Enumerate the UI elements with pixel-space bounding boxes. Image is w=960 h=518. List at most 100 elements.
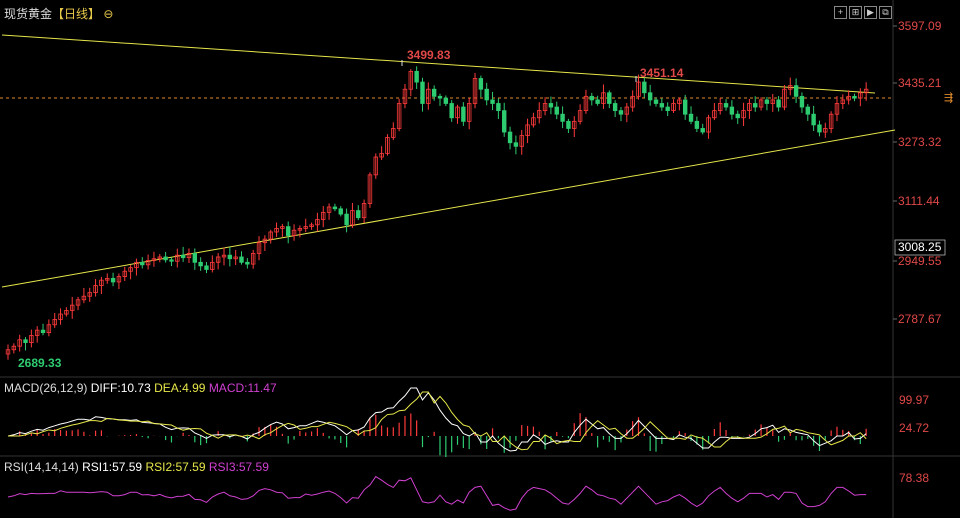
candle-body: [823, 128, 828, 133]
candle-body: [186, 252, 192, 259]
candle-body: [758, 99, 764, 108]
candle-body: [770, 99, 775, 104]
candle-body: [81, 295, 87, 301]
candle-body: [426, 88, 431, 104]
candle-body: [828, 113, 834, 129]
candle-body: [449, 103, 454, 119]
candle-body: [799, 95, 805, 108]
fullscreen-button[interactable]: ⧉: [879, 6, 892, 19]
candle-body: [729, 106, 735, 115]
lower-trendline: [1, 129, 896, 288]
rsi-title: RSI(14,14,14): [4, 460, 79, 474]
candle-body: [484, 88, 489, 101]
candle-body: [145, 260, 151, 266]
candle-body: [180, 254, 186, 259]
add-button[interactable]: +: [834, 6, 847, 19]
candle-body: [256, 242, 262, 254]
candle-body: [542, 103, 548, 112]
candle-body: [280, 226, 285, 229]
expand-button[interactable]: ⊞: [849, 6, 862, 19]
candle-body: [455, 106, 460, 119]
candle-body: [554, 106, 559, 115]
candle-body: [297, 228, 303, 231]
candle-body: [560, 113, 565, 122]
candle-body: [858, 92, 863, 99]
candle-body: [350, 210, 355, 226]
macd-legend: MACD(26,12,9) DIFF:10.73 DEA:4.99 MACD:1…: [4, 381, 277, 395]
candle-body: [647, 92, 653, 101]
candle-body: [116, 276, 122, 283]
candle-body: [151, 258, 157, 261]
candle-body: [496, 103, 501, 112]
price-tick-label: 3008.25: [898, 240, 942, 254]
candle-body: [233, 256, 238, 260]
candle-body: [52, 319, 57, 326]
candle-body: [356, 210, 361, 219]
candle-body: [93, 285, 98, 294]
candle-body: [601, 92, 606, 104]
candle-body: [268, 231, 273, 240]
high-label: 3499.83: [407, 48, 451, 62]
price-tick-label: 3111.44: [898, 194, 940, 208]
candle-body: [420, 81, 425, 104]
zoom-out-icon[interactable]: ⊖: [103, 7, 114, 21]
candle-body: [443, 97, 449, 104]
price-arrow-icon: ⇶: [944, 92, 953, 104]
candle-body: [723, 103, 729, 108]
candle-body: [618, 110, 624, 115]
candle-body: [525, 124, 530, 137]
candle-body: [513, 142, 519, 147]
low-label: 2689.33: [18, 356, 62, 370]
candle-body: [840, 99, 846, 104]
candle-body: [490, 99, 495, 104]
candle-body: [286, 226, 291, 236]
candle-body: [764, 99, 770, 104]
current-price-box: [894, 239, 946, 256]
candle-body: [361, 203, 367, 219]
candle-body: [566, 120, 571, 129]
candle-body: [23, 339, 28, 344]
candle-body: [624, 106, 630, 115]
candle-body: [466, 103, 472, 122]
candle-body: [70, 304, 75, 311]
candle-body: [344, 213, 349, 226]
candle-body: [221, 254, 227, 258]
candle-body: [431, 88, 437, 97]
candle-body: [630, 95, 635, 108]
candle-body: [110, 277, 116, 283]
candle-body: [373, 156, 378, 176]
candle-body: [157, 256, 162, 260]
candle-body: [507, 131, 513, 144]
candle-body: [700, 128, 705, 133]
rsi-panel: 78.38: [7, 471, 929, 511]
candle-body: [309, 224, 314, 228]
candle-body: [34, 329, 40, 336]
macd-panel: 99.97 24.72: [7, 387, 929, 457]
upper-trendline: [1, 34, 876, 94]
candle-body: [653, 99, 659, 104]
price-tick-label: 3597.09: [898, 19, 942, 33]
macd-tick-label: 99.97: [899, 393, 929, 407]
candle-body: [718, 103, 723, 112]
candle-body: [169, 259, 174, 262]
candle-body: [817, 124, 822, 133]
candle-body: [326, 206, 332, 213]
price-tick-label: 2787.67: [898, 312, 942, 326]
candle-body: [99, 279, 104, 286]
candle-body: [863, 88, 869, 94]
candle-body: [140, 261, 145, 266]
candle-body: [210, 261, 215, 270]
candle-body: [250, 252, 256, 265]
candle-body: [572, 120, 577, 129]
candle-body: [367, 174, 373, 204]
macd-title: MACD(26,12,9): [4, 381, 88, 395]
play-button[interactable]: ▶: [864, 6, 877, 19]
candle-body: [788, 85, 793, 90]
candle-body: [204, 265, 209, 270]
candle-body: [636, 81, 641, 97]
candle-body: [262, 238, 268, 244]
rsi1-value: RSI1:57.59: [82, 460, 143, 474]
candle-body: [87, 292, 92, 297]
